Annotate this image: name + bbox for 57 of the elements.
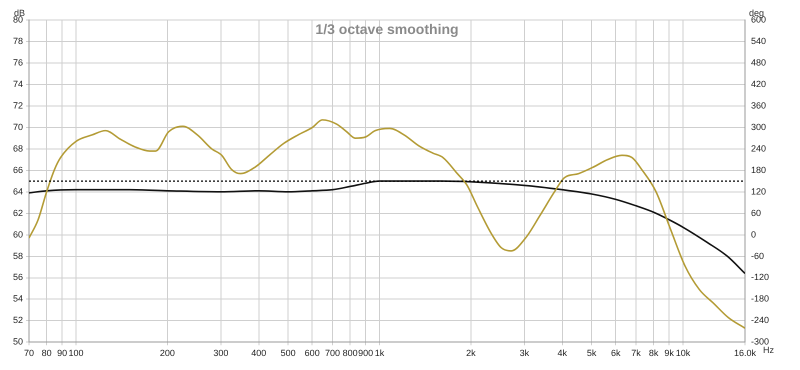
y2-tick-label: 240 <box>750 143 766 154</box>
x-tick-label: 300 <box>213 348 228 358</box>
y-tick-label: 58 <box>12 250 24 261</box>
x-tick-label: 500 <box>280 348 296 358</box>
y-tick-label: 78 <box>12 36 24 46</box>
x-axis-title: Hz <box>762 345 774 356</box>
y2-tick-label: -240 <box>750 315 769 326</box>
y-tick-label: 76 <box>12 57 24 68</box>
y-axis-title: dB <box>14 8 26 18</box>
y2-tick-label: 0 <box>750 229 756 240</box>
y-tick-label: 70 <box>12 122 24 132</box>
y2-tick-label: -300 <box>750 336 769 347</box>
y-tick-label: 64 <box>12 186 24 196</box>
x-tick-label: 100 <box>68 348 84 358</box>
y2-tick-label: 60 <box>750 208 761 218</box>
x-tick-label: 1k <box>374 348 385 358</box>
y-tick-label: 74 <box>12 78 24 89</box>
y-tick-label: 68 <box>12 143 24 154</box>
y2-tick-label: 540 <box>750 36 766 46</box>
x-tick-label: 700 <box>325 348 340 358</box>
x-tick-label: 3k <box>520 348 530 358</box>
x-tick-label: 16.0k <box>734 348 756 358</box>
x-tick-label: 80 <box>42 348 52 358</box>
x-tick-label: 600 <box>304 348 320 358</box>
x-tick-label: 4k <box>558 348 568 358</box>
y2-axis-title: deg <box>748 8 764 18</box>
y2-tick-label: -120 <box>750 272 769 282</box>
y-tick-label: 72 <box>12 100 24 110</box>
y-tick-label: 52 <box>12 315 24 326</box>
x-tick-label: 9k <box>664 348 674 358</box>
y2-tick-label: -180 <box>750 294 769 304</box>
y-tick-label: 50 <box>12 336 24 347</box>
y-tick-label: 60 <box>12 229 24 240</box>
chart-title: 1/3 octave smoothing <box>315 20 459 37</box>
x-tick-label: 10k <box>676 348 691 358</box>
y2-tick-label: 180 <box>750 164 766 175</box>
x-tick-label: 200 <box>160 348 175 358</box>
x-tick-label: 70 <box>24 348 34 358</box>
x-tick-label: 900 <box>358 348 374 358</box>
x-tick-label: 400 <box>251 348 266 358</box>
x-tick-label: 2k <box>466 348 476 358</box>
y-tick-label: 62 <box>12 208 24 218</box>
y2-tick-label: 300 <box>750 122 766 132</box>
y2-tick-label: 120 <box>750 186 766 196</box>
x-tick-label: 7k <box>631 348 642 358</box>
y2-tick-label: 420 <box>750 78 766 89</box>
y-tick-label: 66 <box>12 164 24 175</box>
y2-tick-label: 360 <box>750 100 766 110</box>
y-tick-label: 56 <box>12 272 24 282</box>
y2-tick-label: -60 <box>750 250 764 261</box>
y-tick-label: 54 <box>12 294 24 304</box>
x-tick-label: 5k <box>586 348 597 358</box>
x-tick-label: 90 <box>57 348 68 358</box>
x-tick-label: 8k <box>648 348 659 358</box>
x-tick-label: 800 <box>342 348 358 358</box>
y2-tick-label: 480 <box>750 57 766 68</box>
x-tick-label: 6k <box>610 348 621 358</box>
